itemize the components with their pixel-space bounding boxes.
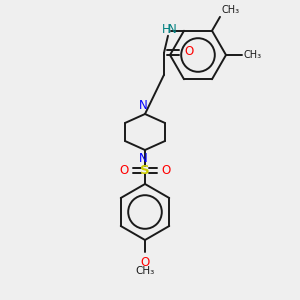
Text: N: N <box>168 23 176 36</box>
Text: O: O <box>140 256 150 269</box>
Text: CH₃: CH₃ <box>244 50 262 60</box>
Text: O: O <box>120 164 129 176</box>
Text: S: S <box>140 164 150 176</box>
Text: CH₃: CH₃ <box>221 5 239 15</box>
Text: N: N <box>139 152 147 165</box>
Text: H: H <box>162 23 170 36</box>
Text: N: N <box>139 99 147 112</box>
Text: O: O <box>161 164 170 176</box>
Text: O: O <box>184 45 193 58</box>
Text: CH₃: CH₃ <box>135 266 154 276</box>
